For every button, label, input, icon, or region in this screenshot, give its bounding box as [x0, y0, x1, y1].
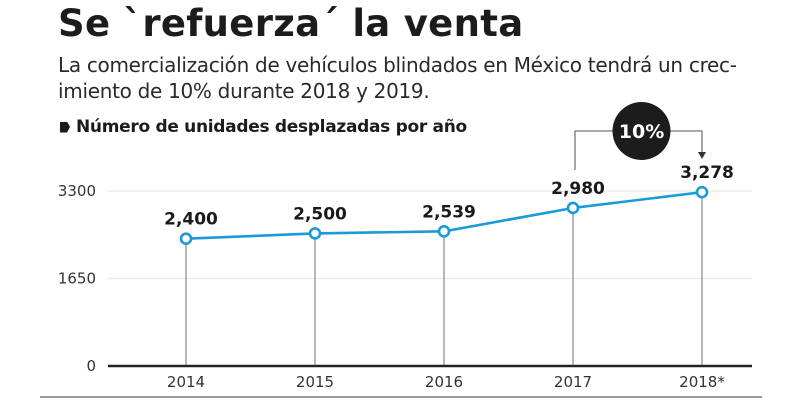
data-label: 2,500 — [293, 204, 347, 224]
labels-layer: 2,400 2,500 2,539 2,980 3,278 — [164, 163, 734, 230]
data-point — [179, 232, 193, 246]
y-tick-label: 3300 — [58, 182, 96, 200]
growth-badge — [612, 102, 671, 160]
data-point — [308, 227, 322, 240]
data-label: 2,400 — [164, 210, 218, 230]
data-point — [695, 185, 709, 199]
x-tick-label: 2017 — [554, 373, 592, 391]
x-tick-label: 2018* — [679, 373, 725, 391]
y-tick-label: 0 — [86, 357, 96, 375]
legend-marker-icon — [60, 121, 70, 133]
data-label: 2,980 — [551, 179, 605, 199]
data-label: 2,539 — [422, 202, 476, 222]
data-point — [566, 201, 580, 215]
grid-layer — [108, 190, 752, 280]
growth-badge-label: 10% — [619, 121, 664, 143]
x-tick-label: 2014 — [167, 373, 205, 391]
series-layer — [179, 185, 709, 246]
x-tick-label: 2015 — [296, 373, 334, 391]
axis-layer: 0 1650 3300 2014 2015 2016 2017 2018* — [40, 182, 762, 398]
subtitle-text: La comercialización de vehículos blindad… — [58, 53, 737, 103]
annotation-layer: 10% — [574, 102, 706, 170]
x-tick-label: 2016 — [425, 373, 463, 391]
chart-title: Se `refuerza´ la venta — [58, 2, 524, 45]
drop-lines-layer — [185, 192, 703, 366]
y-tick-label: 1650 — [58, 270, 96, 288]
legend: Número de unidades desplazadas por año — [60, 117, 467, 137]
data-point — [437, 225, 451, 238]
legend-label: Número de unidades desplazadas por año — [76, 117, 467, 137]
chart-subtitle: La comercialización de vehículos blindad… — [58, 52, 758, 104]
data-label: 3,278 — [680, 163, 734, 183]
arrow-down-icon — [698, 152, 706, 159]
